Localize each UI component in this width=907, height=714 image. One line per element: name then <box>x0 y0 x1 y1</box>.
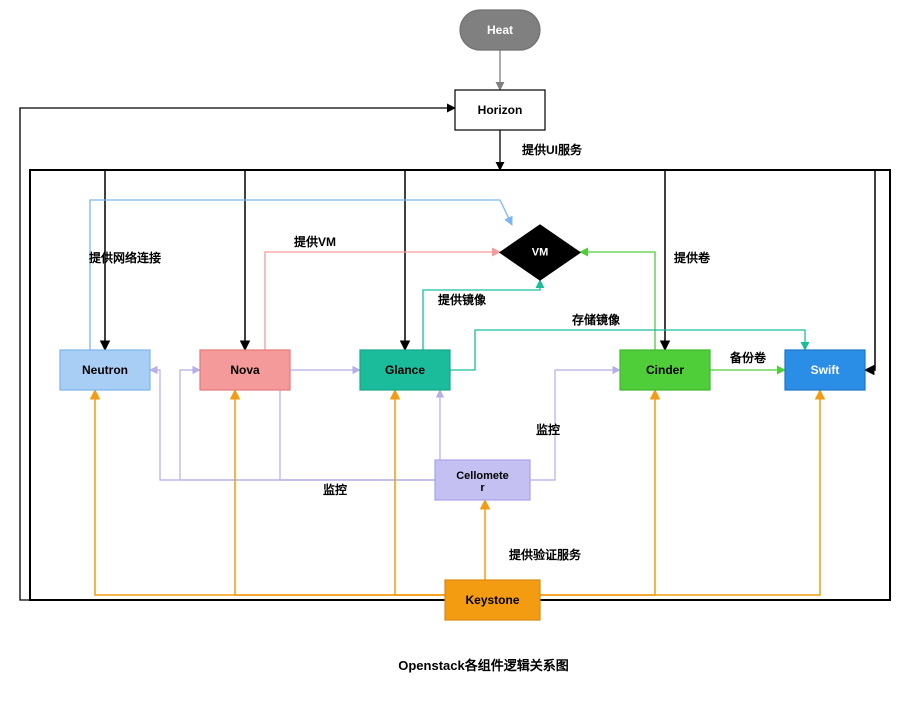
node-glance: Glance <box>360 350 450 390</box>
edge-key-cinder <box>540 390 655 595</box>
node-label-horizon: Horizon <box>478 103 523 117</box>
node-cellometer: Cellometer <box>435 460 530 500</box>
edge-label-cell-cinder: 监控 <box>536 422 560 437</box>
edge-label-neutron-vm: 提供网络连接 <box>89 250 161 265</box>
diagram-container-rect <box>30 170 890 600</box>
edge-label-cell-nova: 监控 <box>323 482 347 497</box>
node-heat: Heat <box>460 10 540 50</box>
node-label-vm: VM <box>532 247 549 259</box>
node-cinder: Cinder <box>620 350 710 390</box>
node-label-glance: Glance <box>385 363 425 377</box>
node-swift: Swift <box>785 350 865 390</box>
node-vm: VM <box>500 225 580 280</box>
edge-label-glance-swift: 存储镜像 <box>571 312 621 327</box>
node-label-cinder: Cinder <box>646 363 684 377</box>
edge-label-horizon-ui: 提供UI服务 <box>522 142 583 157</box>
node-label-swift: Swift <box>811 363 840 377</box>
edge-top-neutron <box>105 170 500 350</box>
edge-glance-vm <box>423 280 540 350</box>
edge-top-nova <box>245 170 500 350</box>
edges-layer: 提供UI服务提供网络连接提供VM提供镜像提供卷存储镜像备份卷监控监控提供验证服务 <box>20 50 875 600</box>
nodes-layer: Heat Horizon VM Neutron Nova Glance Cinder Swif… <box>60 10 865 620</box>
node-nova: Nova <box>200 350 290 390</box>
edge-key-neutron <box>95 390 445 595</box>
edge-top-glance <box>405 170 500 350</box>
edge-label-cinder-vm: 提供卷 <box>674 250 711 265</box>
edge-label-glance-vm: 提供镜像 <box>438 292 487 307</box>
node-label-heat: Heat <box>487 23 513 37</box>
edge-cinder-vm <box>580 252 655 350</box>
edge-label-cinder-swift: 备份卷 <box>729 350 767 365</box>
node-keystone: Keystone <box>445 580 540 620</box>
node-neutron: Neutron <box>60 350 150 390</box>
diagram-title: Openstack各组件逻辑关系图 <box>398 658 568 673</box>
edge-top-swift <box>500 170 875 370</box>
edge-neutron-vm <box>90 200 512 350</box>
node-horizon: Horizon <box>455 90 545 130</box>
node-label-neutron: Neutron <box>82 363 128 377</box>
node-label-nova: Nova <box>230 363 260 377</box>
node-label-keystone: Keystone <box>465 593 519 607</box>
edge-label-nova-vm: 提供VM <box>294 234 336 249</box>
openstack-diagram: 提供UI服务提供网络连接提供VM提供镜像提供卷存储镜像备份卷监控监控提供验证服务… <box>0 0 907 714</box>
edge-key-swift <box>540 390 820 595</box>
edge-label-key-cell: 提供验证服务 <box>509 547 582 562</box>
